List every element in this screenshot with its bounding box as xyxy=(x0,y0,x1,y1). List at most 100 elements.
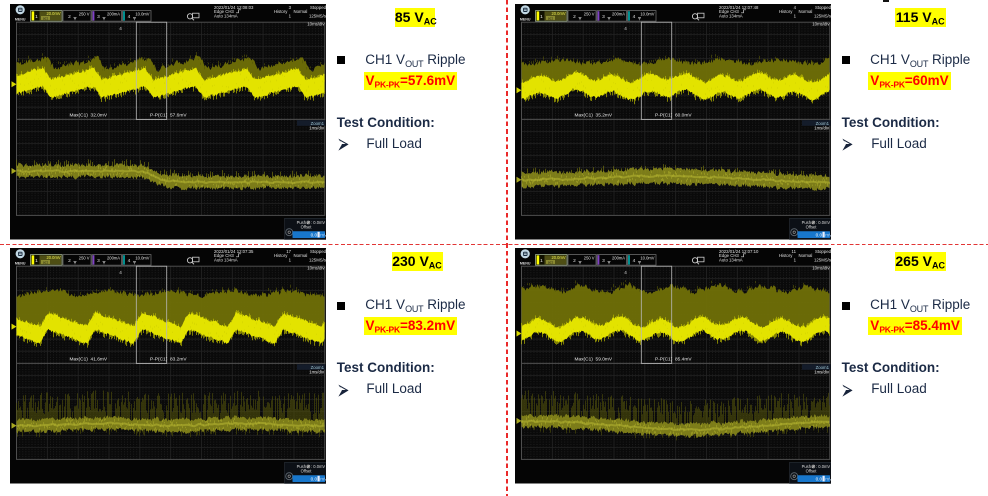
svg-text:2022/01/24 12:07:35: 2022/01/24 12:07:35 xyxy=(214,249,254,254)
svg-text:Auto 134mA: Auto 134mA xyxy=(719,14,743,19)
svg-text:Zoom1: Zoom1 xyxy=(815,121,829,126)
svg-text:Offset: Offset xyxy=(300,469,312,474)
svg-text:Edge CH3: Edge CH3 xyxy=(719,253,739,258)
svg-text:Normal: Normal xyxy=(798,9,812,14)
svg-text:Push: Push xyxy=(296,464,306,469)
svg-text:MENU: MENU xyxy=(520,17,531,21)
svg-text:0.0: 0.0 xyxy=(815,233,822,238)
svg-text:3: 3 xyxy=(288,5,291,10)
svg-text:10ms/div: 10ms/div xyxy=(307,265,325,270)
svg-text:Push: Push xyxy=(801,464,811,469)
svg-text:2: 2 xyxy=(573,258,576,264)
svg-text:0.0: 0.0 xyxy=(815,477,822,482)
svg-text:1: 1 xyxy=(35,14,38,20)
svg-text:Zoom1: Zoom1 xyxy=(815,365,829,370)
svg-text:2022/01/24 12:07:48: 2022/01/24 12:07:48 xyxy=(719,5,759,10)
svg-text:10ms/div: 10ms/div xyxy=(812,265,830,270)
svg-text:200mA: 200mA xyxy=(107,12,120,17)
svg-text:2: 2 xyxy=(68,14,71,20)
svg-text:3: 3 xyxy=(97,258,100,264)
svg-text:4: 4 xyxy=(624,270,627,275)
svg-text:250 V: 250 V xyxy=(78,12,89,17)
svg-text:0.0: 0.0 xyxy=(310,477,317,482)
svg-text:125MS/s: 125MS/s xyxy=(309,258,326,263)
svg-text:Auto 134mA: Auto 134mA xyxy=(719,258,743,263)
svg-text:History: History xyxy=(274,253,288,258)
svg-text:20.0mV: 20.0mV xyxy=(551,11,565,16)
svg-text:1ms/div: 1ms/div xyxy=(309,126,325,131)
svg-text:1: 1 xyxy=(540,258,543,264)
svg-text:MENU: MENU xyxy=(520,261,531,265)
svg-text:125MS/s: 125MS/s xyxy=(309,14,326,19)
svg-text:Push: Push xyxy=(801,220,811,225)
svg-text:1: 1 xyxy=(540,14,543,20)
svg-text:Auto 134mA: Auto 134mA xyxy=(214,258,238,263)
svg-text:11: 11 xyxy=(791,249,796,254)
svg-text:mV: mV xyxy=(320,477,326,482)
svg-text:1: 1 xyxy=(793,14,796,19)
svg-text:Offset: Offset xyxy=(300,225,312,230)
svg-text:Push: Push xyxy=(296,220,306,225)
svg-text:Max(C1) 35.2mV: Max(C1) 35.2mV xyxy=(574,113,612,119)
svg-text:4: 4 xyxy=(793,5,796,10)
svg-text:4: 4 xyxy=(119,26,122,31)
svg-text:mV: mV xyxy=(320,233,326,238)
svg-text:Stopped: Stopped xyxy=(815,249,832,254)
svg-text:2: 2 xyxy=(573,14,576,20)
svg-text:Offset: Offset xyxy=(805,225,817,230)
svg-text:10.0mV: 10.0mV xyxy=(135,256,149,261)
svg-text:mV: mV xyxy=(825,233,831,238)
svg-text:200mA: 200mA xyxy=(612,256,625,261)
svg-text:Edge CH3: Edge CH3 xyxy=(214,253,234,258)
svg-text:: 0.0mV: : 0.0mV xyxy=(311,464,325,469)
svg-text:20.0mV: 20.0mV xyxy=(46,255,60,260)
svg-text:4: 4 xyxy=(624,26,627,31)
svg-text:1ms/div: 1ms/div xyxy=(309,370,325,375)
svg-text:2022/01/24 12:07:10: 2022/01/24 12:07:10 xyxy=(719,249,759,254)
svg-text:1: 1 xyxy=(288,258,291,263)
svg-text:1ms/div: 1ms/div xyxy=(814,370,830,375)
svg-text:250 V: 250 V xyxy=(584,256,595,261)
svg-text:Auto 134mA: Auto 134mA xyxy=(214,14,238,19)
svg-text:200mA: 200mA xyxy=(612,12,625,17)
svg-text:4: 4 xyxy=(127,258,130,264)
svg-text:125MS/s: 125MS/s xyxy=(814,258,831,263)
svg-text:ac1: ac1 xyxy=(43,260,48,264)
svg-text:250 V: 250 V xyxy=(584,12,595,17)
svg-text:1: 1 xyxy=(35,258,38,264)
svg-text:10.0mV: 10.0mV xyxy=(640,256,654,261)
svg-text:20.0mV: 20.0mV xyxy=(46,11,60,16)
svg-text:ac1: ac1 xyxy=(43,16,48,20)
svg-text:P-P(C1) 60.0mV: P-P(C1) 60.0mV xyxy=(655,113,692,119)
svg-text:P-P(C1) 57.6mV: P-P(C1) 57.6mV xyxy=(150,113,187,119)
svg-text:Stopped: Stopped xyxy=(815,5,832,10)
svg-text:20.0mV: 20.0mV xyxy=(551,255,565,260)
svg-text:3: 3 xyxy=(602,14,605,20)
svg-text:1: 1 xyxy=(288,14,291,19)
svg-text:17: 17 xyxy=(286,249,291,254)
svg-text:: 0.0mV: : 0.0mV xyxy=(311,220,325,225)
svg-text:P-P(C1) 83.2mV: P-P(C1) 83.2mV xyxy=(150,357,187,363)
svg-text:10ms/div: 10ms/div xyxy=(812,21,830,26)
svg-text:Normal: Normal xyxy=(293,253,307,258)
svg-text:History: History xyxy=(274,9,288,14)
svg-text:10ms/div: 10ms/div xyxy=(307,21,325,26)
svg-text:Zoom1: Zoom1 xyxy=(310,365,324,370)
svg-text:ac1: ac1 xyxy=(548,16,553,20)
svg-text:3: 3 xyxy=(97,14,100,20)
svg-text:Offset: Offset xyxy=(805,469,817,474)
svg-text:250 V: 250 V xyxy=(78,256,89,261)
svg-text:10.0mV: 10.0mV xyxy=(135,12,149,17)
svg-text:125MS/s: 125MS/s xyxy=(814,14,831,19)
svg-text:: 0.0mV: : 0.0mV xyxy=(816,220,830,225)
svg-text:MENU: MENU xyxy=(15,261,26,265)
svg-text:ac1: ac1 xyxy=(548,260,553,264)
svg-text:History: History xyxy=(779,9,793,14)
svg-text:Max(C1) 41.6mV: Max(C1) 41.6mV xyxy=(69,357,107,363)
svg-text:4: 4 xyxy=(127,14,130,20)
svg-text:Edge CH3: Edge CH3 xyxy=(214,9,234,14)
svg-text:3: 3 xyxy=(602,258,605,264)
svg-text:Max(C1) 59.0mV: Max(C1) 59.0mV xyxy=(574,357,612,363)
svg-text:Stopped: Stopped xyxy=(310,5,327,10)
svg-text:History: History xyxy=(779,253,793,258)
